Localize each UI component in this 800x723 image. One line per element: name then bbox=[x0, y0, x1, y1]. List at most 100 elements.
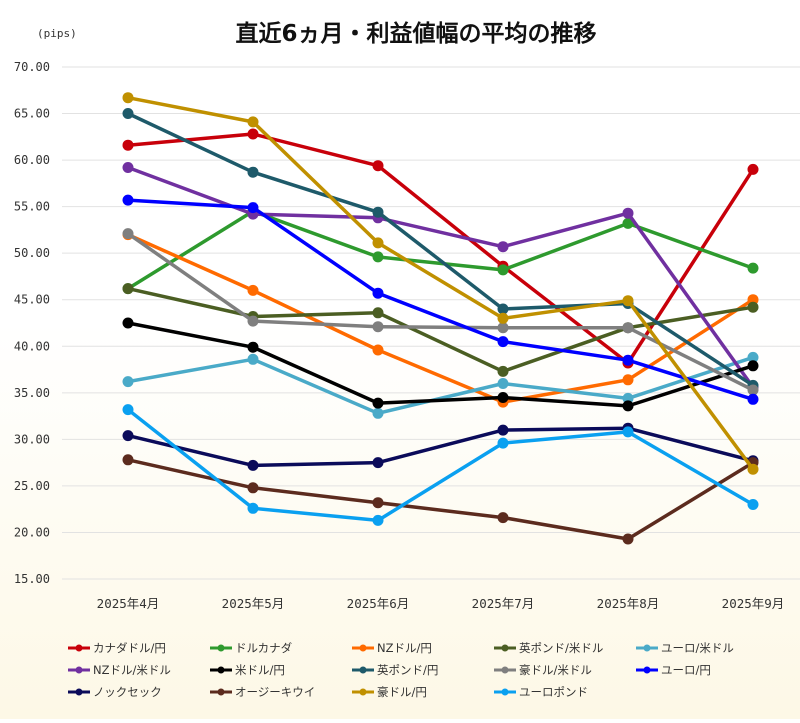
y-tick-label: 25.00 bbox=[14, 479, 50, 493]
legend-item[interactable]: オージーキウイ bbox=[210, 685, 315, 699]
series-line bbox=[126, 111, 755, 388]
data-point bbox=[247, 128, 259, 140]
legend-item[interactable]: NZドル/円 bbox=[352, 641, 432, 655]
series-line bbox=[126, 198, 755, 402]
series-6 bbox=[122, 317, 759, 412]
legend-label: NZドル/円 bbox=[377, 641, 432, 655]
data-point bbox=[497, 392, 509, 403]
x-tick-label: 2025年7月 bbox=[472, 596, 535, 611]
legend-label: ユーロ/米ドル bbox=[661, 641, 734, 655]
y-tick-label: 65.00 bbox=[14, 107, 50, 121]
data-point bbox=[622, 400, 634, 412]
legend-marker bbox=[643, 644, 651, 652]
data-point bbox=[122, 228, 134, 240]
legend-item[interactable]: 豪ドル/米ドル bbox=[494, 663, 592, 677]
legend: カナダドル/円 ドルカナダ NZドル/円 英ポンド/米ドル ユーロ/米ドル NZドル/米ド… bbox=[68, 641, 734, 699]
data-point bbox=[497, 312, 509, 324]
legend-item[interactable]: 英ポンド/円 bbox=[352, 663, 438, 677]
y-tick-label: 50.00 bbox=[14, 246, 50, 260]
legend-item[interactable]: ユーロポンド bbox=[494, 685, 588, 699]
series-line bbox=[126, 426, 755, 468]
series-4 bbox=[122, 351, 759, 419]
data-point bbox=[372, 497, 384, 509]
data-point bbox=[122, 194, 134, 206]
data-point bbox=[247, 502, 259, 514]
legend-item[interactable]: ユーロ/円 bbox=[636, 663, 711, 677]
data-point bbox=[497, 241, 509, 253]
data-point bbox=[622, 374, 634, 386]
data-point bbox=[372, 321, 384, 333]
data-point bbox=[372, 287, 384, 299]
legend-item[interactable]: カナダドル/円 bbox=[68, 641, 166, 655]
y-tick-label: 70.00 bbox=[14, 60, 50, 74]
series-line bbox=[126, 355, 755, 416]
x-tick-label: 2025年9月 bbox=[722, 596, 785, 611]
series-line bbox=[126, 209, 755, 291]
legend-marker bbox=[501, 688, 509, 696]
series-11 bbox=[122, 454, 759, 545]
x-tick-label: 2025年8月 bbox=[597, 596, 660, 611]
legend-label: 英ポンド/円 bbox=[377, 663, 438, 677]
series-line bbox=[126, 321, 755, 408]
legend-marker bbox=[75, 688, 83, 696]
legend-item[interactable]: ユーロ/米ドル bbox=[636, 641, 734, 655]
legend-label: 豪ドル/円 bbox=[377, 685, 427, 699]
data-point bbox=[372, 514, 384, 526]
data-point bbox=[122, 376, 134, 388]
data-point bbox=[122, 139, 134, 151]
data-point bbox=[497, 512, 509, 524]
data-point bbox=[372, 407, 384, 419]
data-point bbox=[747, 360, 759, 372]
legend-label: カナダドル/円 bbox=[93, 641, 166, 655]
x-tick-label: 2025年6月 bbox=[347, 596, 410, 611]
legend-marker bbox=[217, 666, 225, 674]
data-point bbox=[122, 404, 134, 416]
data-point bbox=[372, 237, 384, 249]
legend-item[interactable]: 米ドル/円 bbox=[210, 663, 285, 677]
data-point bbox=[247, 353, 259, 365]
data-point bbox=[747, 393, 759, 405]
legend-item[interactable]: ノックセック bbox=[68, 685, 162, 699]
series-line bbox=[126, 407, 755, 523]
data-point bbox=[497, 365, 509, 377]
y-axis-ticks: 15.00 20.00 25.00 30.00 35.00 40.00 45.00 50.00… bbox=[14, 60, 50, 586]
data-point bbox=[372, 251, 384, 263]
legend-marker bbox=[359, 688, 367, 696]
data-point bbox=[497, 322, 509, 334]
chart-title: 直近6ヵ月・利益値幅の平均の推移 bbox=[235, 20, 596, 47]
data-point bbox=[497, 264, 509, 276]
y-tick-label: 20.00 bbox=[14, 525, 50, 539]
data-point bbox=[497, 336, 509, 348]
series-3 bbox=[122, 283, 759, 377]
legend-item[interactable]: NZドル/米ドル bbox=[68, 663, 171, 677]
legend-label: オージーキウイ bbox=[235, 685, 315, 699]
legend-item[interactable]: ドルカナダ bbox=[210, 641, 293, 655]
x-axis-ticks: 2025年4月 2025年5月 2025年6月 2025年7月 2025年8月 2025年… bbox=[97, 596, 785, 611]
data-point bbox=[372, 160, 384, 172]
legend-item[interactable]: 豪ドル/円 bbox=[352, 685, 427, 699]
y-tick-label: 30.00 bbox=[14, 432, 50, 446]
data-point bbox=[747, 463, 759, 475]
legend-marker bbox=[359, 666, 367, 674]
x-tick-label: 2025年4月 bbox=[97, 596, 160, 611]
y-tick-label: 45.00 bbox=[14, 293, 50, 307]
y-tick-label: 40.00 bbox=[14, 339, 50, 353]
data-point bbox=[622, 217, 634, 229]
data-point bbox=[247, 202, 259, 214]
legend-marker bbox=[75, 644, 83, 652]
legend-item[interactable]: 英ポンド/米ドル bbox=[494, 641, 603, 655]
data-point bbox=[122, 454, 134, 466]
legend-marker bbox=[75, 666, 83, 674]
series-9 bbox=[122, 194, 759, 405]
data-point bbox=[372, 457, 384, 469]
series-line bbox=[126, 458, 755, 541]
series-13 bbox=[122, 404, 759, 526]
legend-marker bbox=[359, 644, 367, 652]
data-point bbox=[372, 344, 384, 356]
data-point bbox=[622, 426, 634, 438]
data-point bbox=[622, 533, 634, 545]
series-layer bbox=[122, 92, 759, 545]
data-point bbox=[122, 430, 134, 442]
legend-marker bbox=[643, 666, 651, 674]
legend-marker bbox=[501, 666, 509, 674]
